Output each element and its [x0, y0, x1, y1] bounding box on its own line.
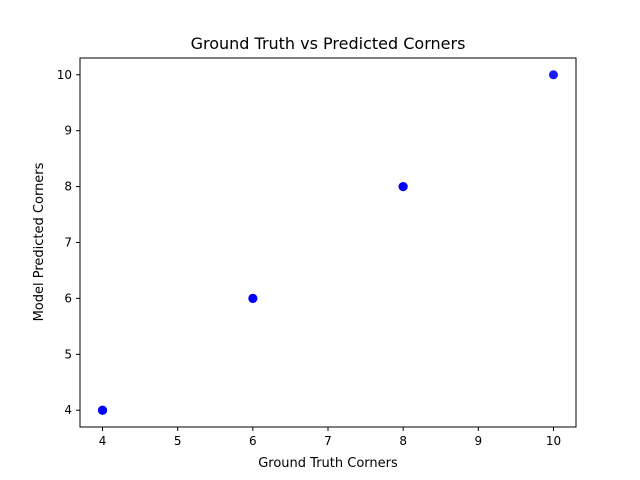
x-axis-label: Ground Truth Corners: [258, 456, 398, 471]
data-point: [248, 293, 258, 303]
y-axis-ticks: 4 5 6 7 8 9 10: [57, 68, 80, 417]
y-tick-label: 10: [57, 68, 72, 82]
x-axis-ticks: 4 5 6 7 8 9 10: [99, 427, 561, 448]
y-axis-label: Model Predicted Corners: [32, 162, 47, 321]
data-point: [398, 182, 408, 192]
y-tick-label: 5: [64, 347, 72, 361]
y-tick-label: 4: [64, 403, 72, 417]
data-point: [548, 70, 558, 80]
x-tick-label: 6: [249, 434, 257, 448]
x-tick-label: 10: [546, 434, 561, 448]
y-tick-label: 9: [64, 124, 72, 138]
y-tick-label: 7: [64, 236, 72, 250]
x-tick-label: 5: [174, 434, 182, 448]
data-points: [98, 70, 558, 415]
chart-title: Ground Truth vs Predicted Corners: [191, 34, 466, 53]
data-point: [98, 405, 108, 415]
y-tick-label: 8: [64, 180, 72, 194]
x-tick-label: 8: [399, 434, 407, 448]
x-tick-label: 9: [474, 434, 482, 448]
x-tick-label: 4: [99, 434, 107, 448]
x-tick-label: 7: [324, 434, 332, 448]
y-tick-label: 6: [64, 291, 72, 305]
